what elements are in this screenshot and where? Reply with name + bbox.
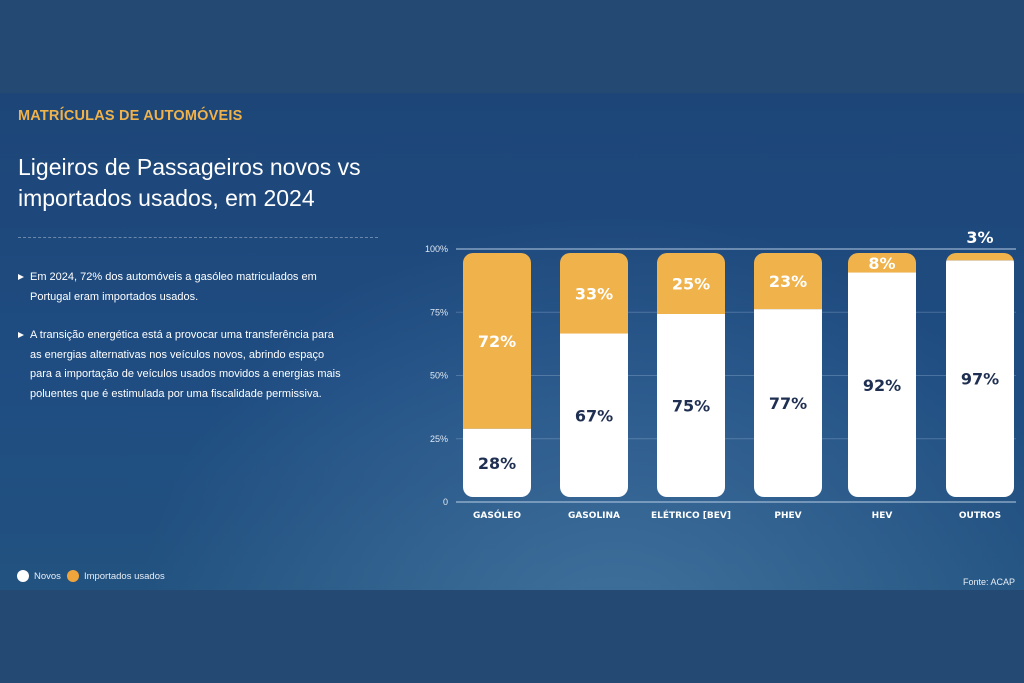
data-label-importados: 72% xyxy=(478,332,516,351)
bar-segment-importados xyxy=(848,253,916,273)
legend-label-importados: Importados usados xyxy=(83,570,165,582)
data-label-novos: 75% xyxy=(672,397,710,416)
page-title: Ligeiros de Passageiros novos vs importa… xyxy=(18,154,361,211)
data-label-importados: 3% xyxy=(966,228,993,247)
y-tick-label: 25% xyxy=(430,434,448,444)
data-label-novos: 67% xyxy=(575,406,613,425)
divider xyxy=(18,237,378,238)
bar-segment-novos xyxy=(946,260,1014,497)
y-tick-label: 75% xyxy=(430,307,448,317)
y-tick-label: 100% xyxy=(425,244,448,254)
data-label-importados: 25% xyxy=(672,275,710,294)
bar-segment-importados xyxy=(657,253,725,314)
legend-swatch-importados xyxy=(66,570,79,582)
x-category-label: PHEV xyxy=(774,511,801,521)
bar-segment-novos xyxy=(463,428,531,497)
y-tick-label: 50% xyxy=(430,371,448,381)
data-label-novos: 97% xyxy=(961,370,999,389)
data-label-importados: 8% xyxy=(868,254,895,273)
bar-segment-importados xyxy=(560,253,628,334)
x-category-label: ELÉTRICO [BEV] xyxy=(651,509,731,521)
bar-segment-importados xyxy=(754,253,822,310)
x-category-label: GASOLINA xyxy=(568,511,620,521)
kicker: MATRÍCULAS DE AUTOMÓVEIS xyxy=(18,108,243,124)
x-category-label: GASÓLEO xyxy=(473,509,521,521)
legend: Novos Importados usados xyxy=(17,570,171,582)
data-label-importados: 33% xyxy=(575,284,613,303)
bar-segment-novos xyxy=(848,272,916,497)
bar-segment-novos xyxy=(657,314,725,497)
data-label-novos: 92% xyxy=(863,376,901,395)
x-category-label: OUTROS xyxy=(959,511,1001,521)
data-label-novos: 28% xyxy=(478,454,516,473)
source-note: Fonte: ACAP xyxy=(962,577,1015,587)
legend-swatch-novos xyxy=(17,570,29,582)
data-label-novos: 77% xyxy=(769,394,807,413)
y-tick-label: 0 xyxy=(443,497,448,507)
bullet-list: Em 2024, 72% dos automóveis a gasóleo ma… xyxy=(18,268,348,423)
bar-segment-novos xyxy=(560,333,628,497)
bar-segment-importados xyxy=(946,253,1014,261)
bar-segment-importados xyxy=(463,253,531,429)
bullet-item: A transição energética está a provocar u… xyxy=(18,326,348,404)
legend-label-novos: Novos xyxy=(34,570,61,582)
x-category-label: HEV xyxy=(872,511,893,521)
bullet-item: Em 2024, 72% dos automóveis a gasóleo ma… xyxy=(18,268,348,307)
data-label-importados: 23% xyxy=(769,272,807,291)
bar-segment-novos xyxy=(754,309,822,497)
